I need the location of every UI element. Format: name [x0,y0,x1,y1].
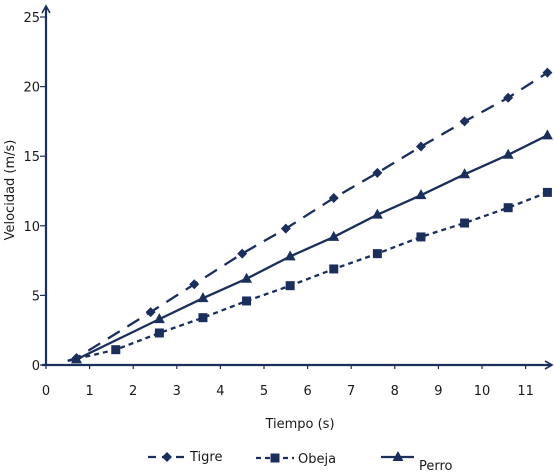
data-point-perro [71,353,83,364]
data-point-tigre [459,116,470,127]
data-point-tigre [328,192,339,203]
series-perro [67,129,553,364]
y-tick-label: 10 [23,220,40,235]
x-tick-label: 7 [347,384,355,399]
data-point-tigre [189,279,200,290]
y-axis-arrow [41,4,51,14]
data-point-obeja [460,218,470,228]
legend-marker-tigre [162,452,172,462]
series-line-obeja [67,191,548,362]
x-tick-label: 4 [216,384,224,399]
series-tigre [67,67,553,364]
x-axis-ticks: 0 1 2 3 4 5 6 7 8 9 10 11 [42,365,534,399]
x-tick-label: 2 [129,384,137,399]
data-point-perro [541,129,553,140]
data-point-tigre [503,92,514,103]
data-point-obeja [111,345,121,355]
x-tick-label: 0 [42,384,50,399]
data-point-obeja [372,249,382,259]
data-point-obeja [285,281,295,291]
data-point-tigre [372,167,383,178]
data-point-perro [502,148,514,159]
data-point-obeja [503,203,513,213]
x-tick-label: 10 [474,384,491,399]
data-point-tigre [280,223,291,234]
legend-item-obeja: Obeja [256,452,336,467]
x-tick-label: 6 [303,384,311,399]
series-line-perro [67,134,548,362]
legend-label-tigre: Tigre [189,450,222,465]
legend: Tigre Obeja Perro [148,450,453,472]
data-point-obeja [242,296,252,306]
x-tick-label: 1 [85,384,93,399]
legend-marker-obeja [270,453,280,463]
data-point-perro [328,230,340,241]
plot-area [67,67,553,364]
data-point-perro [415,189,427,200]
data-point-tigre [145,307,156,318]
data-point-perro [459,168,471,179]
y-tick-label: 20 [23,81,40,96]
legend-item-tigre: Tigre [148,450,222,465]
x-axis-arrow [544,360,554,370]
data-point-obeja [154,328,164,338]
y-axis-ticks: 0 5 10 15 20 25 [23,11,46,374]
y-tick-label: 15 [23,150,40,165]
y-tick-label: 5 [32,289,40,304]
legend-label-perro: Perro [419,459,453,472]
data-point-perro [241,272,253,283]
data-point-obeja [542,187,552,197]
data-point-obeja [198,313,208,323]
x-tick-label: 8 [391,384,399,399]
data-point-perro [197,292,209,303]
data-point-perro [284,250,296,261]
axes [41,4,554,370]
legend-label-obeja: Obeja [298,452,336,467]
x-tick-label: 3 [173,384,181,399]
x-tick-label: 9 [434,384,442,399]
data-point-tigre [542,67,553,78]
y-axis-title: Velocidad (m/s) [3,140,18,241]
data-point-obeja [329,264,339,274]
legend-item-perro: Perro [381,451,453,472]
y-tick-label: 0 [32,359,40,374]
x-tick-label: 5 [260,384,268,399]
series-line-tigre [67,71,549,362]
data-point-tigre [415,141,426,152]
data-point-tigre [237,248,248,259]
data-point-obeja [416,232,426,242]
series-obeja [67,187,552,362]
data-point-perro [153,313,165,324]
data-point-perro [371,208,383,219]
y-tick-label: 25 [23,11,40,26]
x-tick-label: 11 [517,384,534,399]
x-axis-title: Tiempo (s) [264,417,334,432]
legend-marker-perro [392,451,404,461]
